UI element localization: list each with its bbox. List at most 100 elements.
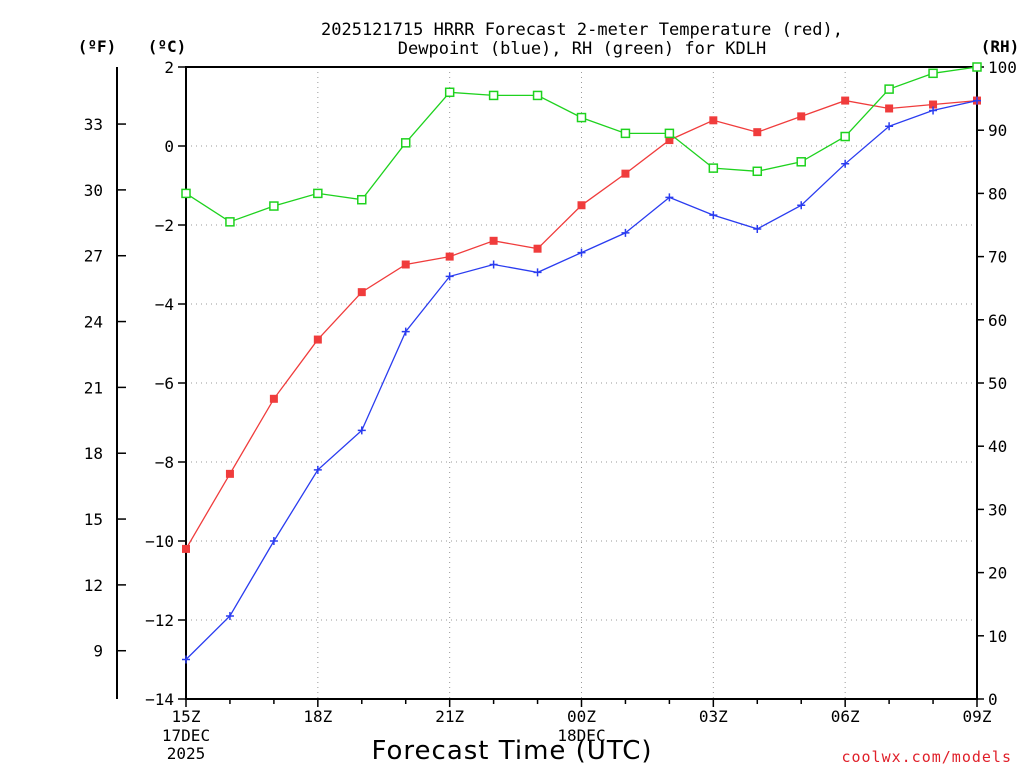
temperature-point	[665, 136, 674, 145]
rh-point	[664, 128, 675, 139]
rh-point	[620, 128, 631, 139]
dewpoint-point	[489, 260, 498, 269]
temperature-point	[489, 236, 498, 245]
rh-tick-label: 0	[988, 690, 998, 709]
temperature-point	[445, 252, 454, 261]
temperature-point	[753, 128, 762, 137]
temperature-point	[885, 104, 894, 113]
temperature-point	[841, 96, 850, 105]
dewpoint-point	[621, 228, 630, 237]
rh-unit-label: (RH)	[981, 37, 1020, 56]
fahrenheit-tick-label: 15	[84, 510, 103, 529]
rh-line	[185, 66, 978, 223]
rh-point	[269, 201, 279, 211]
x-axis-label: Forecast Time (UTC)	[371, 736, 652, 766]
dewpoint-point	[841, 159, 850, 168]
dewpoint-point	[401, 327, 410, 336]
rh-point	[488, 90, 499, 101]
rh-tick-label: 10	[988, 627, 1007, 646]
rh-point	[357, 194, 367, 205]
rh-point	[796, 157, 806, 167]
temperature-point	[357, 288, 366, 297]
rh-tick-label: 60	[988, 311, 1007, 330]
dewpoint-point	[665, 193, 674, 202]
dewpoint-point	[269, 537, 278, 545]
data-series	[181, 62, 982, 664]
rh-point	[225, 217, 235, 227]
dewpoint-point	[313, 465, 322, 474]
x-tick-label: 03Z	[699, 707, 728, 726]
temperature-point	[929, 100, 938, 109]
rh-tick-label: 20	[988, 564, 1007, 583]
rh-point	[400, 138, 411, 148]
watermark: coolwx.com/models	[841, 748, 1012, 766]
fahrenheit-tick-label: 9	[93, 642, 103, 661]
rh-point	[576, 112, 587, 123]
temperature-point	[269, 394, 278, 403]
temperature-point	[225, 469, 234, 478]
celsius-tick-label: −6	[155, 374, 174, 393]
celsius-tick-label: −14	[145, 690, 174, 709]
x-tick-label: 06Z	[831, 707, 860, 726]
celsius-unit-label: (ºC)	[148, 37, 187, 56]
dewpoint-point	[445, 272, 454, 281]
x-tick-label: 21Z	[435, 707, 464, 726]
rh-point	[532, 90, 543, 101]
rh-point	[181, 188, 191, 199]
dewpoint-point	[797, 201, 806, 210]
rh-tick-label: 70	[988, 248, 1007, 267]
temperature-point	[621, 169, 630, 178]
celsius-tick-label: −4	[155, 295, 174, 314]
dewpoint-point	[533, 268, 542, 277]
rh-point	[928, 68, 938, 79]
temperature-point	[533, 244, 542, 253]
fahrenheit-tick-label: 12	[84, 576, 103, 595]
x-date-label: 17DEC	[162, 726, 210, 745]
x-tick-label: 18Z	[303, 707, 332, 726]
dewpoint-point	[182, 655, 190, 664]
fahrenheit-tick-label: 30	[84, 181, 103, 200]
dewpoint-point	[885, 122, 894, 131]
chart-title-line2: Dewpoint (blue), RH (green) for KDLH	[398, 39, 766, 59]
celsius-tick-label: −8	[155, 453, 174, 472]
celsius-tick-label: −12	[145, 611, 174, 630]
temperature-point	[797, 112, 806, 121]
temperature-point	[709, 116, 718, 125]
rh-point	[708, 163, 719, 173]
celsius-tick-label: −2	[155, 216, 174, 235]
x-tick-label: 15Z	[172, 707, 201, 726]
dewpoint-point	[225, 612, 234, 621]
celsius-axis: 2 0 −2 −4 −6 −8 −10 −12 −14	[145, 58, 186, 709]
fahrenheit-tick-label: 24	[84, 313, 103, 332]
rh-point	[840, 131, 850, 142]
fahrenheit-tick-label: 18	[84, 444, 103, 463]
dewpoint-point	[577, 248, 586, 257]
rh-point	[313, 188, 323, 199]
celsius-tick-label: 0	[164, 137, 174, 156]
chart-title-line1: 2025121715 HRRR Forecast 2-meter Tempera…	[321, 20, 843, 40]
dewpoint-line	[185, 99, 978, 660]
x-date-label: 2025	[167, 744, 206, 763]
fahrenheit-tick-label: 21	[84, 378, 103, 397]
dewpoint-point	[753, 224, 762, 233]
grid-lines	[186, 67, 977, 699]
x-date-label: 18DEC	[557, 726, 605, 745]
dewpoint-point	[973, 96, 981, 105]
rh-point	[972, 62, 982, 72]
rh-point	[752, 166, 763, 177]
x-tick-label: 09Z	[963, 707, 992, 726]
rh-tick-label: 100	[988, 58, 1017, 77]
fahrenheit-axis: 33 30 27 24 21 18 15 12 9	[84, 115, 126, 661]
celsius-tick-label: 2	[164, 58, 174, 77]
rh-tick-label: 80	[988, 184, 1007, 203]
fahrenheit-unit-label: (ºF)	[78, 37, 117, 56]
temperature-point	[313, 335, 322, 344]
temperature-point	[182, 544, 190, 553]
celsius-tick-label: −10	[145, 532, 174, 551]
dewpoint-point	[929, 106, 938, 115]
rh-point	[444, 87, 455, 98]
rh-tick-label: 40	[988, 437, 1007, 456]
